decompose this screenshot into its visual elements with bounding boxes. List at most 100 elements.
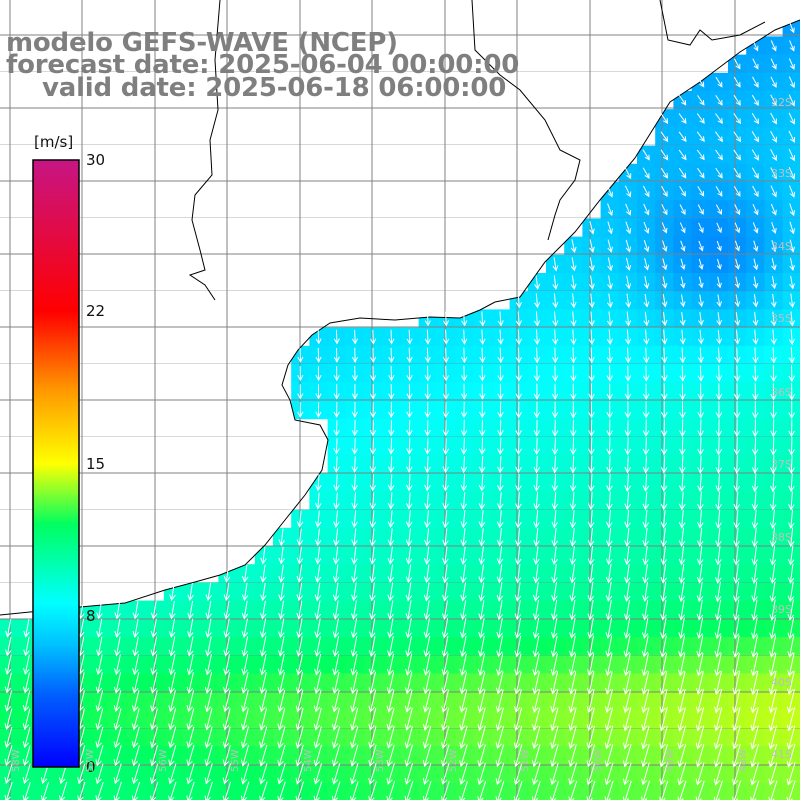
wind-arrow: [641, 635, 649, 658]
wind-arrow: [677, 688, 686, 714]
wind-arrow: [369, 402, 377, 418]
border-line: [188, 0, 221, 301]
wind-arrow: [570, 383, 577, 401]
wind-arrow: [697, 204, 704, 215]
wind-arrow: [769, 545, 777, 566]
wind-arrow: [734, 347, 741, 364]
wind-arrow: [313, 707, 322, 731]
wind-arrow: [479, 365, 486, 382]
wind-arrow: [588, 455, 595, 474]
wind-arrow: [679, 312, 686, 326]
wind-arrow: [259, 654, 267, 676]
wind-arrow: [768, 743, 778, 768]
wind-arrow: [788, 185, 796, 198]
wind-arrow: [351, 456, 359, 473]
wind-arrow: [715, 473, 722, 493]
wind-arrow: [333, 420, 340, 437]
wind-arrow: [532, 635, 540, 658]
wind-arrow: [168, 781, 177, 800]
wind-arrow: [606, 437, 613, 456]
wind-arrow: [661, 311, 668, 327]
wind-arrow: [369, 510, 377, 529]
wind-arrow: [786, 688, 795, 714]
wind-arrow: [624, 401, 632, 419]
wind-arrow: [570, 293, 577, 309]
wind-arrow: [332, 582, 340, 602]
wind-arrow: [205, 636, 212, 657]
wind-arrow: [751, 509, 759, 529]
lat-label-37s: 37S: [771, 458, 792, 471]
wind-arrow: [513, 744, 523, 768]
wind-arrow: [587, 635, 594, 658]
wind-arrow: [295, 726, 304, 749]
wind-arrow: [586, 762, 596, 786]
wind-arrow: [204, 744, 213, 767]
wind-arrow: [733, 365, 741, 382]
wind-arrow: [205, 654, 212, 676]
wind-arrow: [607, 239, 613, 253]
wind-arrow: [568, 671, 577, 695]
wind-arrow: [716, 240, 722, 252]
wind-arrow: [678, 599, 685, 621]
wind-arrow: [386, 762, 395, 785]
wind-arrow: [587, 582, 595, 602]
wind-arrow: [331, 726, 341, 749]
wind-arrow: [424, 401, 431, 419]
wind-arrow: [241, 654, 249, 676]
wind-arrow: [768, 725, 778, 750]
wind-arrow: [641, 653, 649, 677]
wind-arrow: [113, 708, 122, 731]
lat-label-36s: 36S: [771, 386, 792, 399]
wind-arrow: [733, 437, 741, 456]
wind-arrow: [605, 545, 613, 566]
wind-arrow: [387, 582, 394, 602]
wind-arrow: [332, 600, 340, 620]
wind-arrow: [77, 781, 86, 800]
wind-arrow: [278, 600, 285, 620]
wind-arrow: [680, 258, 686, 270]
wind-arrow: [770, 40, 777, 52]
wind-arrow: [460, 582, 467, 602]
wind-arrow: [515, 293, 522, 309]
wind-arrow: [734, 258, 740, 270]
wind-arrow: [734, 312, 741, 326]
wind-arrow: [641, 689, 650, 714]
wind-arrow: [642, 527, 650, 547]
wind-arrow: [442, 456, 450, 474]
wind-arrow: [625, 275, 632, 290]
wind-arrow: [368, 636, 376, 658]
wind-arrow: [131, 708, 140, 731]
wind-arrow: [369, 492, 377, 510]
wind-arrow: [660, 563, 668, 584]
wind-arrow: [752, 276, 759, 289]
wind-arrow: [315, 384, 322, 400]
wind-arrow: [497, 437, 504, 455]
wind-arrow: [333, 384, 340, 400]
lon-label-52w: 52W: [448, 749, 459, 772]
wind-arrow: [315, 366, 322, 382]
wind-arrow: [642, 383, 650, 401]
wind-arrow: [168, 654, 176, 676]
wind-arrow: [677, 670, 686, 695]
wind-arrow: [552, 275, 559, 290]
wind-arrow: [660, 581, 667, 603]
wind-arrow: [788, 347, 796, 364]
wind-arrow: [150, 618, 158, 638]
wind-arrow: [368, 763, 377, 785]
wind-arrow: [150, 654, 158, 676]
wind-arrow: [404, 671, 413, 695]
wind-arrow: [696, 617, 704, 640]
wind-arrow: [461, 311, 468, 327]
wind-arrow: [514, 564, 522, 584]
valid-date: valid date: 2025-06-18 06:00:00: [42, 73, 507, 103]
wind-arrow: [315, 329, 322, 345]
wind-arrow: [186, 781, 195, 800]
wind-arrow: [95, 726, 104, 749]
wind-arrow: [586, 744, 596, 768]
wind-arrow: [277, 744, 286, 767]
wind-arrow: [662, 258, 668, 271]
wind-arrow: [513, 689, 522, 713]
wind-arrow: [715, 455, 723, 474]
wind-arrow: [404, 781, 414, 800]
wind-arrow: [406, 419, 413, 437]
